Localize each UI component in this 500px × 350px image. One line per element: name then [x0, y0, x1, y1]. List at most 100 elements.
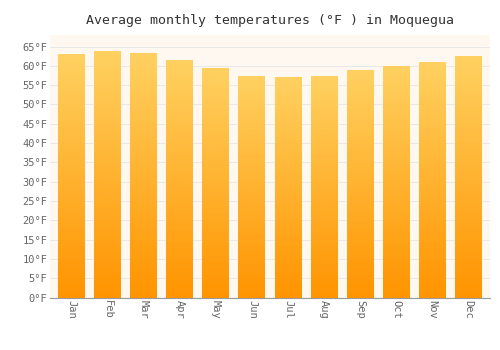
Bar [310, 293, 338, 295]
Bar [419, 126, 446, 128]
Bar [310, 215, 338, 218]
Bar [58, 96, 85, 98]
Bar [166, 164, 194, 167]
Bar [130, 219, 158, 222]
Bar [238, 102, 266, 104]
Bar [166, 150, 194, 153]
Bar [419, 198, 446, 201]
Bar [382, 240, 410, 242]
Bar [202, 252, 230, 254]
Bar [238, 178, 266, 180]
Bar [382, 168, 410, 170]
Bar [130, 222, 158, 224]
Bar [346, 195, 374, 197]
Bar [382, 73, 410, 75]
Bar [58, 166, 85, 169]
Bar [166, 146, 194, 148]
Bar [455, 63, 482, 66]
Bar [130, 271, 158, 273]
Bar [238, 269, 266, 271]
Bar [130, 215, 158, 217]
Bar [130, 102, 158, 104]
Bar [455, 92, 482, 95]
Bar [382, 203, 410, 205]
Bar [58, 227, 85, 229]
Bar [94, 93, 121, 96]
Bar [238, 109, 266, 111]
Bar [202, 236, 230, 238]
Bar [130, 207, 158, 210]
Bar [202, 279, 230, 281]
Bar [274, 91, 301, 93]
Bar [166, 240, 194, 243]
Bar [166, 286, 194, 288]
Bar [346, 92, 374, 95]
Bar [202, 185, 230, 187]
Bar [310, 213, 338, 215]
Bar [274, 275, 301, 278]
Bar [238, 78, 266, 80]
Bar [166, 117, 194, 119]
Bar [238, 215, 266, 218]
Bar [346, 70, 374, 72]
Bar [382, 170, 410, 173]
Bar [58, 84, 85, 86]
Bar [94, 211, 121, 214]
Bar [346, 236, 374, 238]
Bar [58, 76, 85, 79]
Bar [346, 259, 374, 261]
Bar [274, 218, 301, 220]
Bar [274, 86, 301, 89]
Bar [274, 119, 301, 121]
Bar [130, 80, 158, 83]
Bar [238, 213, 266, 215]
Bar [382, 258, 410, 260]
Bar [94, 113, 121, 115]
Bar [166, 70, 194, 72]
Bar [382, 80, 410, 82]
Bar [274, 135, 301, 137]
Bar [94, 162, 121, 164]
Bar [346, 147, 374, 149]
Bar [346, 168, 374, 170]
Bar [238, 118, 266, 120]
Bar [202, 295, 230, 298]
Bar [94, 187, 121, 189]
Bar [166, 79, 194, 82]
Bar [202, 139, 230, 141]
Bar [130, 227, 158, 229]
Bar [166, 231, 194, 233]
Bar [419, 177, 446, 180]
Bar [274, 245, 301, 247]
Bar [382, 149, 410, 152]
Bar [94, 100, 121, 103]
Bar [419, 111, 446, 114]
Bar [166, 158, 194, 160]
Bar [130, 185, 158, 188]
Bar [419, 137, 446, 140]
Bar [166, 62, 194, 65]
Bar [274, 238, 301, 240]
Bar [94, 260, 121, 263]
Bar [382, 152, 410, 154]
Bar [382, 177, 410, 179]
Bar [310, 258, 338, 260]
Bar [202, 240, 230, 242]
Bar [310, 206, 338, 209]
Bar [455, 95, 482, 97]
Bar [94, 199, 121, 202]
Bar [310, 198, 338, 200]
Bar [274, 115, 301, 117]
Bar [58, 237, 85, 239]
Bar [166, 212, 194, 215]
Bar [94, 83, 121, 86]
Bar [310, 80, 338, 82]
Bar [274, 227, 301, 229]
Bar [202, 132, 230, 134]
Bar [58, 200, 85, 203]
Bar [94, 184, 121, 187]
Bar [274, 126, 301, 128]
Bar [382, 140, 410, 142]
Bar [310, 162, 338, 164]
Bar [238, 191, 266, 193]
